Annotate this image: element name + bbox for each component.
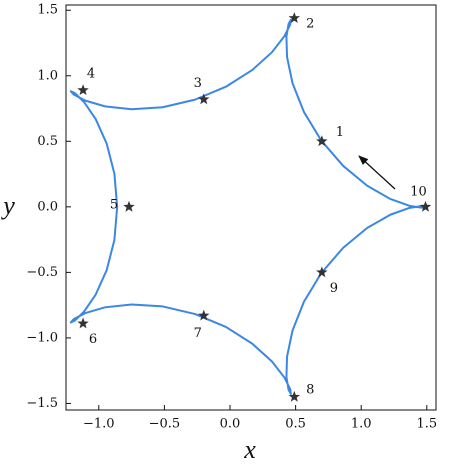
star-marker	[288, 390, 300, 402]
point-label: 7	[194, 326, 202, 341]
direction-arrow	[358, 155, 396, 190]
y-tick-label: −1.5	[26, 396, 58, 411]
point-label: 4	[87, 67, 95, 82]
point-label: 2	[306, 17, 314, 32]
plot-frame	[65, 4, 437, 411]
star-marker	[198, 309, 210, 321]
y-tick-label: 1.0	[37, 68, 58, 83]
x-axis-title: x	[243, 435, 256, 464]
curve	[69, 18, 428, 395]
point-label: 9	[330, 281, 338, 296]
point-label: 8	[306, 382, 314, 397]
point-label: 1	[336, 125, 344, 140]
point-label: 6	[89, 332, 97, 347]
star-marker	[419, 200, 432, 212]
star-marker	[316, 266, 328, 278]
star-marker	[316, 135, 328, 147]
star-marker	[77, 84, 89, 96]
star-marker	[77, 317, 89, 329]
y-tick-label: −0.5	[26, 265, 58, 280]
y-tick-label: 1.5	[37, 3, 58, 18]
x-tick-label: 0.5	[285, 417, 306, 432]
x-tick-label: −0.5	[149, 417, 181, 432]
point-label: 5	[110, 197, 118, 212]
x-tick-label: 1.0	[351, 417, 372, 432]
y-tick-label: 0.0	[37, 199, 58, 214]
star-marker	[288, 12, 300, 23]
star-marker	[123, 200, 135, 212]
y-tick-label: −1.0	[26, 330, 58, 345]
point-label: 3	[194, 76, 202, 91]
point-label: 10	[410, 184, 427, 199]
x-tick-label: −1.0	[83, 417, 115, 432]
x-tick-label: 1.5	[416, 417, 437, 432]
star-marker	[198, 93, 210, 105]
y-tick-label: 0.5	[37, 134, 58, 149]
y-axis-title: y	[0, 191, 15, 220]
x-tick-label: 0.0	[220, 417, 241, 432]
